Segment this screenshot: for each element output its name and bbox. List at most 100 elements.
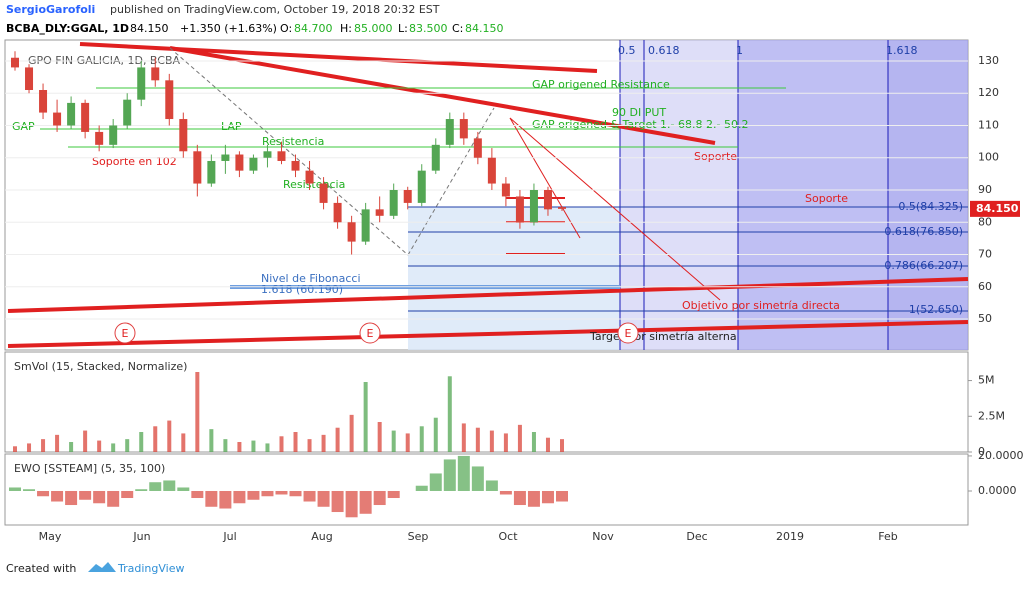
- bar: [471, 466, 484, 491]
- bar: [443, 459, 456, 491]
- annotation: GAP: [12, 120, 35, 133]
- candle-body: [39, 90, 48, 113]
- o: 84.700: [294, 22, 333, 35]
- fib-time-zone: [738, 40, 888, 350]
- event-label[interactable]: E: [122, 327, 129, 340]
- bar: [153, 426, 158, 452]
- candle-body: [515, 196, 524, 223]
- bar: [307, 439, 312, 452]
- x-tick-label: Feb: [878, 530, 897, 543]
- candle-body: [137, 67, 146, 100]
- bar: [247, 490, 260, 500]
- candle-body: [25, 67, 34, 90]
- author[interactable]: SergioGarofoli: [6, 3, 95, 16]
- bar: [261, 490, 274, 497]
- bar: [331, 490, 344, 513]
- bar: [363, 382, 368, 452]
- bar: [167, 420, 172, 452]
- candle-body: [81, 102, 90, 132]
- annotation: Nivel de Fibonacci: [261, 272, 361, 285]
- annotation: LAP: [221, 120, 242, 133]
- published: published on TradingView.com, October 19…: [110, 3, 440, 16]
- y-tick-label: 5M: [978, 374, 995, 387]
- bar: [405, 433, 410, 452]
- annotation: GAP origened & Target 1.- 68.8 2.- 50.2: [532, 118, 748, 131]
- x-tick-label: Aug: [311, 530, 332, 543]
- fib-time-label: 1: [736, 44, 743, 57]
- candle-body: [249, 157, 258, 171]
- bar: [345, 490, 358, 518]
- x-tick-label: Jun: [132, 530, 150, 543]
- bar: [359, 490, 372, 514]
- c-label: C:: [452, 22, 463, 35]
- bar: [23, 489, 36, 491]
- fib-level-lines: [408, 206, 968, 312]
- x-tick-label: Jul: [222, 530, 236, 543]
- candle-body: [179, 119, 188, 152]
- bar: [139, 432, 144, 452]
- candle-body: [53, 112, 62, 126]
- bar: [429, 473, 442, 491]
- y-tick-label: 130: [978, 54, 999, 67]
- bar: [27, 443, 32, 452]
- x-tick-label: Oct: [498, 530, 518, 543]
- bar: [219, 490, 232, 509]
- event-markers: [114, 322, 639, 344]
- bar: [209, 429, 214, 452]
- fib-time-label: 0.5: [618, 44, 636, 57]
- bar: [233, 490, 246, 504]
- bar: [121, 490, 134, 499]
- bar: [556, 490, 568, 502]
- annotation: Resistencia: [283, 178, 345, 191]
- bar: [251, 440, 256, 452]
- bar: [503, 433, 508, 452]
- candle-body: [291, 160, 300, 171]
- bar: [485, 480, 498, 491]
- bar: [415, 485, 428, 491]
- annotation: Target por simetría alterna: [589, 330, 737, 343]
- footer-brand[interactable]: TradingView: [117, 562, 184, 575]
- bar: [275, 490, 288, 495]
- symbol: BCBA_DLY:GGAL, 1D: [6, 22, 129, 35]
- bar: [107, 490, 120, 507]
- candle-body: [221, 154, 230, 161]
- bar: [321, 434, 326, 452]
- bar: [461, 423, 466, 452]
- bar: [541, 490, 554, 504]
- y-tick-label: 20.0000: [978, 449, 1024, 462]
- candle-body: [389, 190, 398, 216]
- bar: [191, 490, 204, 499]
- candle-body: [543, 190, 552, 210]
- bar: [37, 490, 50, 497]
- bar: [83, 430, 88, 452]
- y-tick-label: 50: [978, 312, 992, 325]
- bar: [237, 442, 242, 452]
- candle-body: [333, 202, 342, 223]
- bar: [79, 490, 92, 500]
- event-label[interactable]: E: [625, 327, 632, 340]
- bar: [531, 432, 536, 452]
- o-label: O:: [280, 22, 292, 35]
- y-tick-label: 90: [978, 183, 992, 196]
- bar: [41, 439, 46, 452]
- bar: [51, 490, 64, 502]
- bar: [135, 489, 148, 491]
- candle-body: [558, 207, 566, 209]
- candle-body: [431, 144, 440, 171]
- event-label[interactable]: E: [367, 327, 374, 340]
- annotation: Soporte en 102: [92, 155, 177, 168]
- legend: EWO [SSTEAM] (5, 35, 100): [14, 462, 165, 475]
- bar: [205, 490, 218, 507]
- l: 83.500: [409, 22, 448, 35]
- change: +1.350 (+1.63%): [180, 22, 277, 35]
- x-tick-label: Sep: [408, 530, 429, 543]
- footer-created: Created with: [6, 562, 76, 575]
- x-tick-label: May: [39, 530, 62, 543]
- candle-body: [305, 170, 314, 184]
- bar: [97, 440, 102, 452]
- candle-body: [151, 67, 160, 81]
- last-price-label: 84.150: [976, 202, 1019, 215]
- bar: [149, 482, 162, 491]
- annotation: Soporte: [805, 192, 848, 205]
